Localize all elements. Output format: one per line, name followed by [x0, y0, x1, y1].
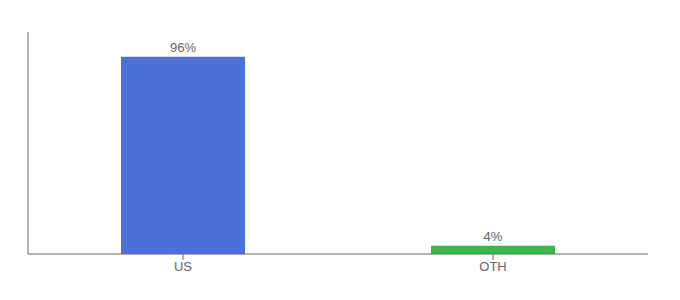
- svg-text:4%: 4%: [484, 229, 503, 244]
- svg-text:US: US: [174, 259, 192, 274]
- svg-text:OTH: OTH: [479, 259, 506, 274]
- svg-text:96%: 96%: [170, 40, 196, 55]
